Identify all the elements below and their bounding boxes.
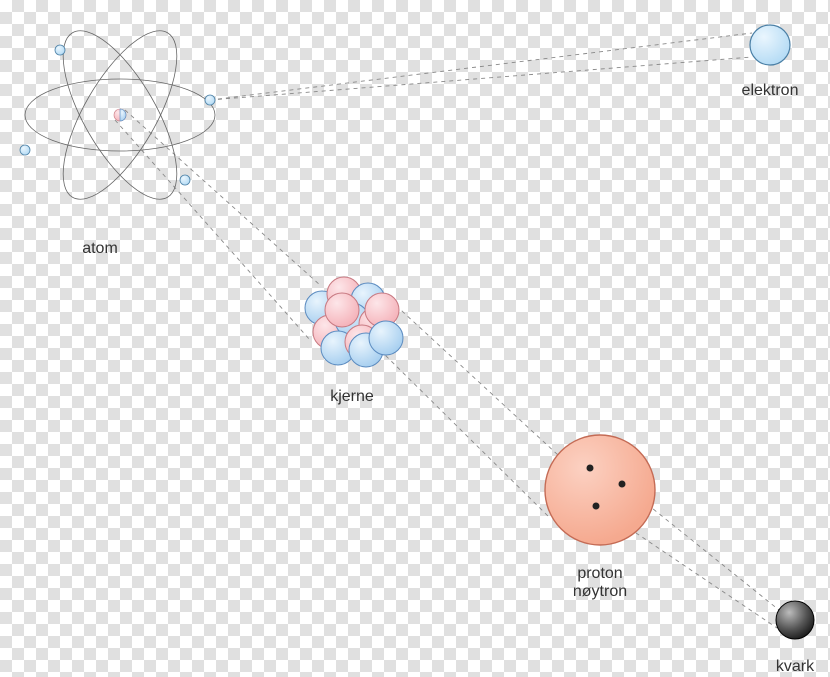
nucleon-zoom: [545, 435, 655, 545]
atom: [20, 15, 215, 216]
diagram-stage: [0, 0, 830, 677]
label-proton-neutron: proton nøytron: [573, 565, 627, 601]
electron-zoom: [750, 25, 790, 65]
quark-zoom: [776, 601, 814, 639]
label-nucleus: kjerne: [330, 388, 374, 406]
label-atom: atom: [82, 240, 118, 258]
nucleus-zoom: [305, 277, 403, 367]
label-quark: kvark: [776, 658, 814, 676]
guide-lines: [115, 33, 779, 628]
label-electron: elektron: [742, 82, 799, 100]
